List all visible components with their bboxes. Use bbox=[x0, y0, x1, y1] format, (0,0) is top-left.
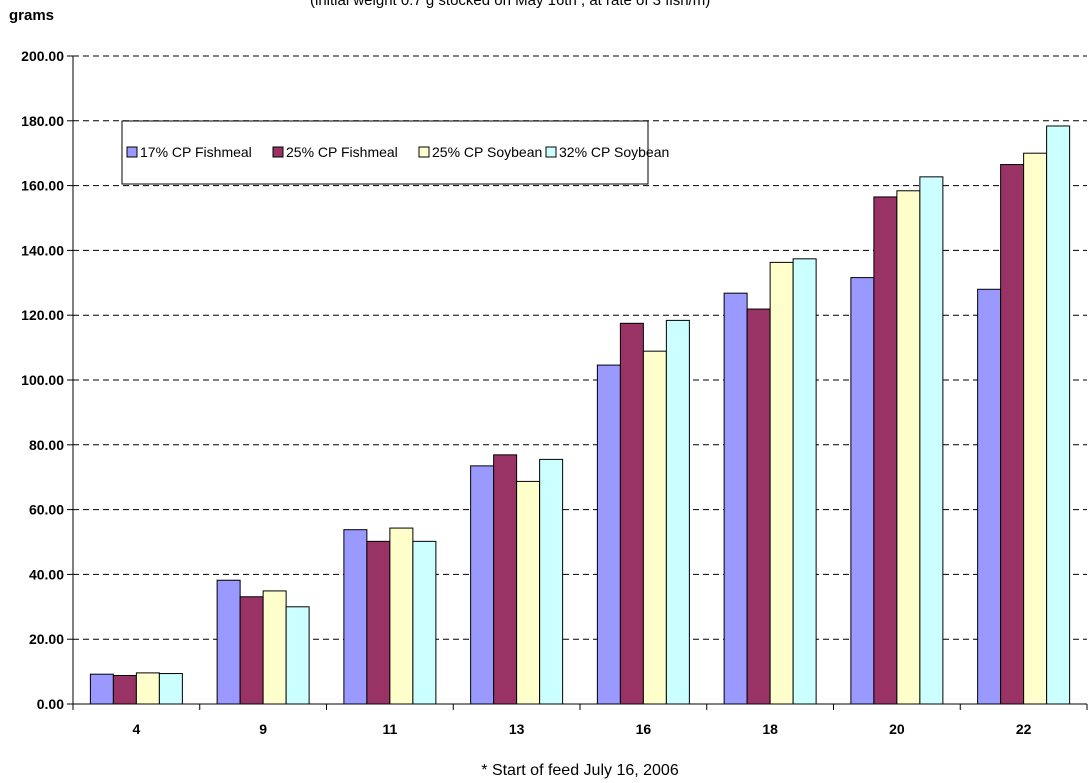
bar bbox=[1023, 152, 1048, 705]
x-tick-label: 22 bbox=[1016, 721, 1032, 737]
bar bbox=[746, 308, 771, 705]
bar bbox=[343, 529, 368, 705]
x-tick-labels: 4 9 11 13 16 18 20 22 bbox=[132, 721, 1031, 737]
y-tick-label: 20.00 bbox=[29, 631, 64, 647]
bar bbox=[873, 196, 898, 705]
bar bbox=[516, 480, 541, 705]
bar bbox=[112, 674, 137, 705]
bar bbox=[158, 673, 183, 705]
legend: 17% CP Fishmeal 25% CP Fishmeal 25% CP Soy… bbox=[121, 120, 669, 185]
x-axis-label: * Start of feed July 16, 2006 bbox=[481, 762, 679, 779]
bar bbox=[619, 322, 644, 705]
chart-title: (initial weight 0.7 g stocked on May 16t… bbox=[310, 0, 710, 9]
legend-label: 25% CP Soybean bbox=[432, 144, 542, 160]
x-tick-label: 4 bbox=[132, 721, 140, 737]
x-tick-label: 18 bbox=[762, 721, 778, 737]
y-tick-label: 180.00 bbox=[21, 113, 64, 129]
legend-label: 17% CP Fishmeal bbox=[140, 144, 252, 160]
bar bbox=[769, 261, 794, 705]
x-tick-label: 11 bbox=[382, 721, 397, 737]
y-tick-label: 0.00 bbox=[37, 696, 64, 712]
legend-swatch bbox=[126, 146, 138, 158]
y-tick-label: 40.00 bbox=[29, 566, 64, 582]
y-tick-label: 100.00 bbox=[21, 372, 64, 388]
bar bbox=[792, 258, 817, 705]
bar bbox=[412, 540, 437, 705]
bars bbox=[89, 125, 1071, 705]
bar bbox=[665, 319, 690, 705]
legend-swatch bbox=[418, 146, 430, 158]
y-tick-label: 60.00 bbox=[29, 502, 64, 518]
bar bbox=[723, 292, 748, 705]
bar bbox=[850, 277, 875, 705]
legend-swatch bbox=[272, 146, 284, 158]
bar bbox=[470, 465, 495, 705]
bar bbox=[642, 350, 667, 705]
bar bbox=[919, 176, 944, 705]
y-tick-label: 80.00 bbox=[29, 437, 64, 453]
bar bbox=[135, 672, 160, 705]
bar bbox=[389, 527, 414, 705]
bar bbox=[596, 364, 621, 705]
bar bbox=[896, 190, 921, 705]
y-tick-label: 140.00 bbox=[21, 242, 64, 258]
y-tick-label: 120.00 bbox=[21, 307, 64, 323]
bar bbox=[89, 673, 114, 705]
bar bbox=[366, 540, 391, 705]
bar bbox=[262, 590, 287, 705]
bar bbox=[239, 596, 264, 705]
x-tick-label: 20 bbox=[889, 721, 905, 737]
x-tick-label: 13 bbox=[509, 721, 525, 737]
x-tick-label: 9 bbox=[259, 721, 267, 737]
bar bbox=[539, 458, 564, 705]
bar bbox=[493, 454, 518, 705]
y-tick-labels: 0.00 20.00 40.00 60.00 80.00 100.00 120.00 140.… bbox=[21, 48, 64, 712]
y-tick-label: 200.00 bbox=[21, 48, 64, 64]
bar bbox=[216, 579, 241, 705]
legend-box bbox=[121, 120, 649, 185]
bar bbox=[1000, 164, 1025, 705]
legend-swatch bbox=[545, 146, 557, 158]
bar bbox=[285, 606, 310, 705]
x-tick-label: 16 bbox=[636, 721, 652, 737]
axes bbox=[72, 56, 1088, 710]
y-tick-label: 160.00 bbox=[21, 178, 64, 194]
legend-label: 32% CP Soybean bbox=[559, 144, 669, 160]
y-axis-label: grams bbox=[9, 7, 54, 24]
bar bbox=[977, 288, 1002, 705]
bar bbox=[1046, 125, 1071, 705]
legend-label: 25% CP Fishmeal bbox=[286, 144, 398, 160]
